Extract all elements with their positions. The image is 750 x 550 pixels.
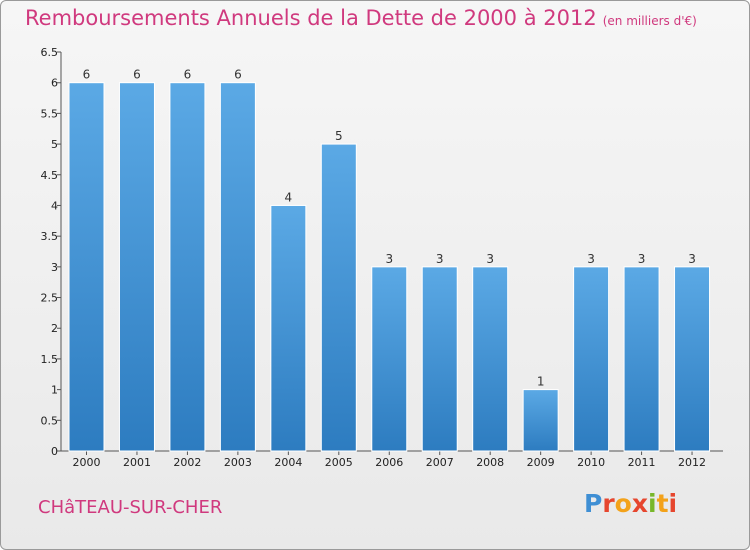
y-tick-label: 0 <box>51 445 58 458</box>
x-tick-label: 2004 <box>274 456 302 469</box>
x-tick-label: 2002 <box>173 456 201 469</box>
bar-value-label: 6 <box>133 68 141 82</box>
bar-value-label: 3 <box>688 252 696 266</box>
chart-title: Remboursements Annuels de la Dette de 20… <box>25 6 697 30</box>
x-tick-label: 2005 <box>325 456 353 469</box>
bar <box>118 82 155 452</box>
bar-value-label: 3 <box>486 252 494 266</box>
bar <box>371 266 408 452</box>
bar <box>623 266 660 452</box>
y-tick-label: 3.5 <box>41 230 59 243</box>
bar-value-label: 6 <box>184 68 192 82</box>
bar-value-label: 6 <box>234 68 242 82</box>
proxiti-logo: Proxiti <box>584 489 677 518</box>
x-tick-label: 2010 <box>577 456 605 469</box>
bar <box>320 143 357 452</box>
y-tick-label: 2.5 <box>41 292 59 305</box>
bar-value-label: 4 <box>285 190 293 204</box>
x-tick-label: 2008 <box>476 456 504 469</box>
bar-value-label: 5 <box>335 129 343 143</box>
chart-axes: 0 0.5 1 1.5 2 2.5 3 3.5 4 4.5 5 5.5 6 6.5 2000 2001 2002… <box>41 46 723 469</box>
bar <box>169 82 206 452</box>
bar-value-label: 3 <box>385 252 393 266</box>
bar <box>219 82 256 452</box>
x-tick-label: 2009 <box>527 456 555 469</box>
x-tick-label: 2011 <box>628 456 656 469</box>
logo-letter: P <box>584 489 603 518</box>
y-tick-label: 4 <box>51 199 58 212</box>
x-tick-label: 2006 <box>375 456 403 469</box>
bar <box>68 82 105 452</box>
bar-value-label: 1 <box>537 375 545 389</box>
logo-letter: i <box>668 489 678 518</box>
logo-letter: x <box>631 489 648 518</box>
y-tick-label: 3 <box>51 261 58 274</box>
logo-letter: r <box>602 489 615 518</box>
commune-name: CHâTEAU-SUR-CHER <box>38 497 223 518</box>
bar <box>270 204 307 452</box>
y-tick-label: 4.5 <box>41 169 59 182</box>
bar <box>421 266 458 452</box>
logo-letter: t <box>656 489 669 518</box>
bar-value-label: 3 <box>638 252 646 266</box>
logo-letter: i <box>648 489 657 518</box>
chart-bars <box>68 82 711 452</box>
bar <box>472 266 509 452</box>
y-tick-label: 5 <box>51 138 58 151</box>
bar <box>573 266 610 452</box>
y-tick-label: 6.5 <box>41 46 59 59</box>
x-tick-label: 2003 <box>224 456 252 469</box>
y-tick-label: 1 <box>51 384 58 397</box>
bar-value-label: 6 <box>83 68 91 82</box>
x-tick-label: 2001 <box>123 456 151 469</box>
y-tick-label: 0.5 <box>41 414 59 427</box>
logo-letter: o <box>614 489 632 518</box>
chart-title-text: Remboursements Annuels de la Dette de 20… <box>25 6 597 30</box>
y-tick-label: 2 <box>51 322 58 335</box>
y-tick-label: 6 <box>51 77 58 90</box>
bar-value-label: 3 <box>436 252 444 266</box>
chart-subtitle: (en milliers d'€) <box>602 14 697 28</box>
x-tick-label: 2000 <box>73 456 101 469</box>
bar <box>674 266 711 452</box>
y-tick-label: 5.5 <box>41 107 59 120</box>
bar-value-label: 3 <box>587 252 595 266</box>
bar <box>522 389 559 452</box>
x-tick-label: 2007 <box>426 456 454 469</box>
y-tick-label: 1.5 <box>41 353 59 366</box>
x-tick-label: 2012 <box>678 456 706 469</box>
chart-value-labels: 6 6 6 6 4 5 3 3 3 1 3 3 3 <box>83 68 696 389</box>
